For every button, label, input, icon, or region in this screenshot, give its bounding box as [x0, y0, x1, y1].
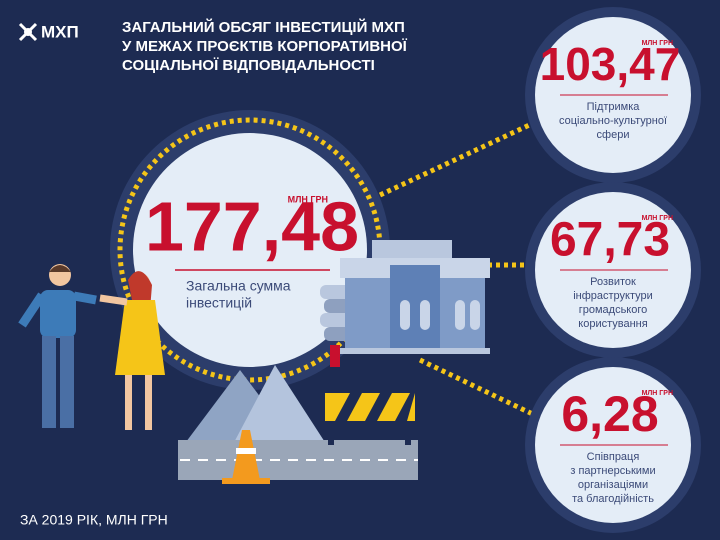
- title-line: У МЕЖАХ ПРОЄКТІВ КОРПОРАТИВНОЇ: [122, 38, 408, 55]
- item-label: сфери: [597, 129, 630, 141]
- total-label: Загальна сумма: [186, 278, 291, 294]
- item-value: 67,73: [550, 214, 670, 267]
- item-label: соціально-культурної: [559, 115, 667, 127]
- item-label: Розвиток: [590, 276, 636, 288]
- title-line: СОЦІАЛЬНОЇ ВІДПОВІДАЛЬНОСТІ: [122, 57, 375, 74]
- item-label: та благодійність: [572, 493, 654, 505]
- title-line: ЗАГАЛЬНИЙ ОБСЯГ ІНВЕСТИЦІЙ МХП: [122, 18, 405, 36]
- circle-total: [133, 133, 367, 367]
- item-label: з партнерськими: [570, 465, 655, 477]
- item-label: інфраструктури: [573, 290, 653, 302]
- item-label: Співпраця: [587, 451, 640, 463]
- total-label: інвестицій: [186, 295, 252, 311]
- item-label: організаціями: [578, 479, 648, 491]
- item-unit: МЛН ГРН: [642, 40, 673, 47]
- item-unit: МЛН ГРН: [642, 215, 673, 222]
- item-label: громадського: [579, 304, 648, 316]
- connectors: [378, 117, 547, 423]
- item-value: 103,47: [540, 38, 681, 90]
- total-unit: МЛН ГРН: [288, 194, 328, 204]
- title: ЗАГАЛЬНИЙ ОБСЯГ ІНВЕСТИЦІЙ МХП У МЕЖАХ ПР…: [122, 18, 408, 74]
- total-value: 177,48: [145, 187, 359, 265]
- logo-icon: [18, 22, 38, 42]
- illustration: [18, 240, 490, 484]
- item-label: користування: [578, 318, 647, 330]
- footer: ЗА 2019 РІК, МЛН ГРН: [20, 512, 168, 528]
- logo-text: МХП: [41, 22, 79, 41]
- item-label: Підтримка: [587, 101, 641, 113]
- item-unit: МЛН ГРН: [642, 390, 673, 397]
- item-value: 6,28: [561, 386, 658, 442]
